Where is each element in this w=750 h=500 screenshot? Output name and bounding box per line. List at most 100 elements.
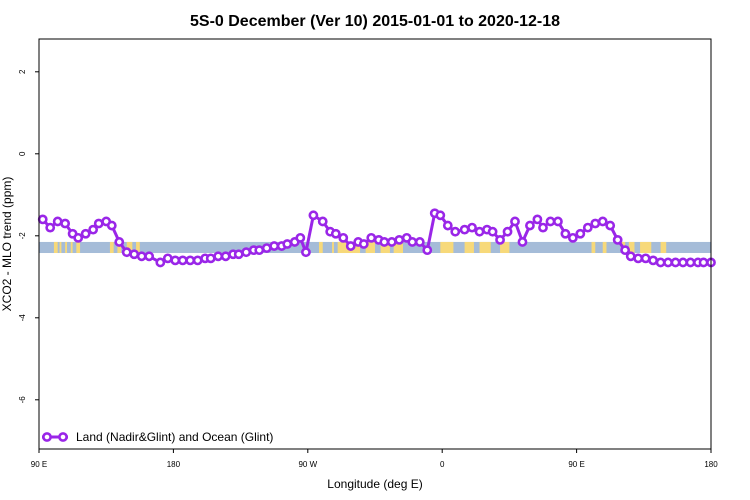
land-segment: [628, 241, 635, 254]
data-point: [625, 251, 636, 262]
data-point: [510, 216, 520, 227]
data-point: [612, 234, 623, 245]
data-point: [162, 253, 173, 264]
data-point: [474, 226, 485, 237]
data-point: [567, 232, 578, 243]
data-point: [648, 255, 659, 266]
data-point: [233, 249, 244, 260]
data-point: [114, 237, 125, 247]
chart-title: 5S-0 December (Ver 10) 2015-01-01 to 202…: [190, 13, 560, 30]
data-point: [73, 232, 84, 243]
data-point: [582, 222, 593, 233]
legend-label: Land (Nadir&Glint) and Ocean (Glint): [76, 430, 273, 444]
data-point: [495, 234, 505, 245]
data-point: [422, 245, 433, 256]
data-point: [538, 222, 548, 233]
x-tick-label: 90 E: [568, 460, 584, 469]
data-point: [129, 249, 140, 260]
data-point: [560, 228, 571, 239]
data-point: [52, 216, 63, 227]
plot-frame: [38, 38, 712, 450]
land-segment: [136, 241, 140, 254]
y-axis-label: XCO2 - MLO trend (ppm): [0, 177, 14, 312]
y-tick-label: -4: [18, 314, 27, 322]
data-point: [338, 232, 349, 243]
data-point: [379, 237, 390, 247]
data-point: [192, 255, 203, 266]
data-point: [205, 253, 216, 264]
land-segment: [660, 241, 667, 254]
data-point: [685, 257, 696, 268]
x-tick-label: 0: [440, 460, 445, 469]
data-point: [301, 247, 311, 258]
land-segment: [500, 241, 510, 254]
land-segment: [53, 241, 58, 254]
legend-marker: [42, 432, 52, 442]
data-point: [177, 255, 188, 266]
data-point: [517, 237, 528, 247]
land-segment: [464, 241, 474, 254]
land-segment: [393, 241, 403, 254]
land-segment: [70, 241, 73, 254]
land-segment: [59, 241, 62, 254]
data-point: [80, 228, 91, 239]
data-point: [93, 218, 104, 229]
land-segment: [126, 241, 133, 254]
data-point: [553, 216, 563, 227]
data-point: [575, 228, 586, 239]
y-tick-label: -6: [18, 396, 27, 404]
data-point: [663, 257, 673, 268]
data-point: [213, 251, 224, 262]
data-point: [366, 232, 377, 243]
data-point: [60, 218, 71, 229]
y-axis: 2 0 -2 -4 -6: [18, 69, 39, 403]
data-point: [545, 216, 556, 227]
y-tick-label: -2: [18, 232, 27, 240]
data-point: [345, 241, 356, 251]
land-segment: [602, 241, 607, 254]
data-point: [467, 222, 477, 233]
y-tick-label: 0: [18, 151, 27, 156]
data-point: [136, 251, 147, 262]
data-point: [185, 255, 196, 266]
data-point: [532, 214, 543, 225]
land-segment: [365, 241, 375, 254]
data-point: [633, 253, 644, 264]
data-point: [37, 214, 48, 225]
land-ocean-band: [39, 241, 711, 254]
legend-marker: [58, 432, 68, 442]
data-point: [590, 218, 601, 229]
data-point: [414, 237, 425, 247]
data-point: [144, 251, 155, 262]
x-tick-label: 90 W: [298, 460, 317, 469]
data-point: [525, 220, 535, 231]
data-point: [308, 210, 319, 221]
data-point: [450, 226, 461, 237]
land-segment: [319, 241, 323, 254]
data-point: [241, 247, 252, 258]
land-segment: [440, 241, 454, 254]
data-point: [170, 255, 181, 266]
land-segment: [117, 241, 122, 254]
legend: Land (Nadir&Glint) and Ocean (Glint): [42, 430, 273, 444]
data-point: [295, 232, 306, 243]
data-point: [640, 253, 651, 264]
data-point: [442, 220, 453, 231]
data-point: [282, 239, 293, 249]
data-point: [502, 226, 513, 237]
land-segment: [109, 241, 114, 254]
x-axis: 90 E 180 90 W 0 90 E 180: [31, 449, 718, 469]
data-point: [597, 216, 608, 227]
data-point: [435, 210, 446, 221]
x-tick-label: 180: [167, 460, 181, 469]
data-point: [394, 234, 405, 245]
data-point: [254, 245, 265, 256]
data-point: [317, 216, 328, 227]
data-point: [45, 222, 56, 233]
data-point: [670, 257, 681, 268]
data-point: [269, 241, 280, 251]
data-point: [330, 228, 341, 239]
data-point: [358, 239, 369, 249]
data-point: [605, 220, 616, 231]
land-segment: [591, 241, 596, 254]
